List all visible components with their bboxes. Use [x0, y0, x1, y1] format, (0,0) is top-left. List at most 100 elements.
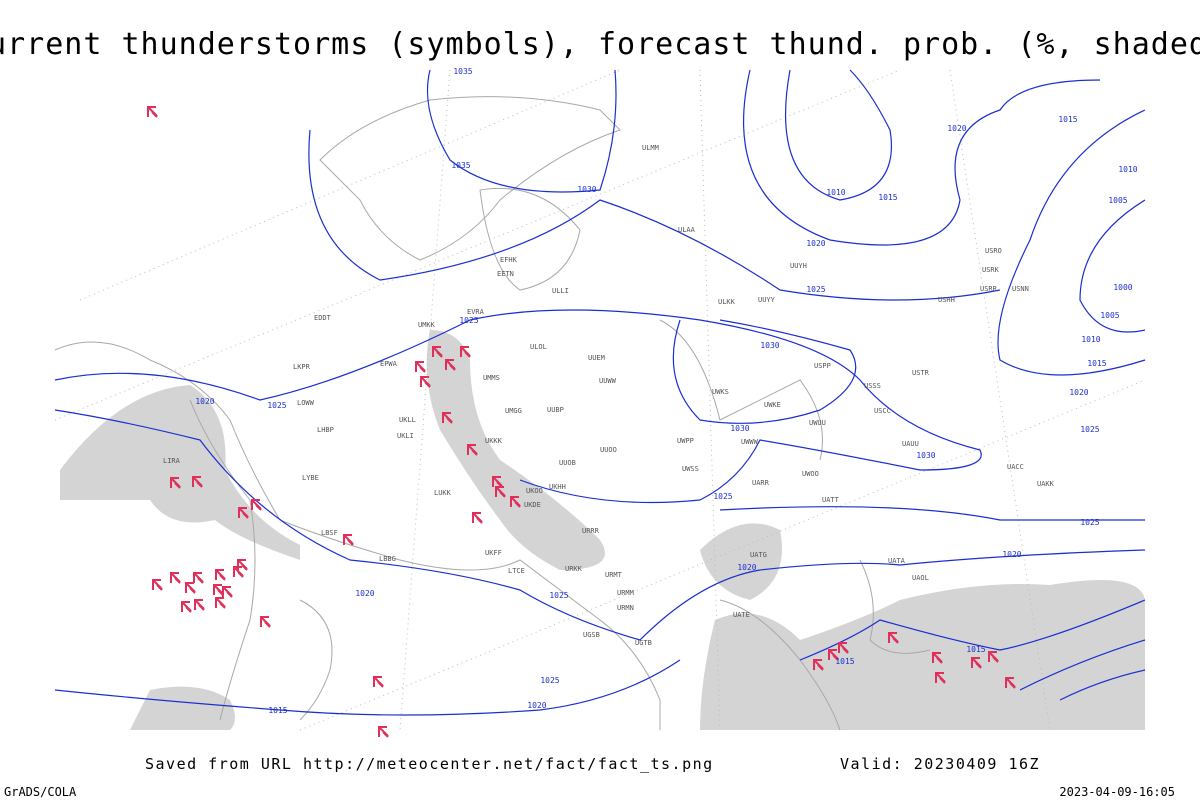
station-label: USRR [980, 285, 998, 293]
station-label: UKKK [485, 437, 503, 445]
thunderstorm-symbol [170, 572, 181, 584]
isobar-label: 1025 [1080, 518, 1099, 527]
isobar-label: 1010 [826, 188, 845, 197]
thunderstorm-symbol [193, 572, 204, 584]
station-label: UUOO [600, 446, 617, 454]
station-label: ULOL [530, 343, 547, 351]
station-label: USNN [1012, 285, 1029, 293]
station-label: USRK [982, 266, 1000, 274]
valid-time: Valid: 20230409 16Z [840, 755, 1040, 773]
station-label: LHBP [317, 426, 334, 434]
station-label: USCC [874, 407, 891, 415]
station-label: UWSS [682, 465, 699, 473]
station-label: UUYH [790, 262, 807, 270]
isobar-label: 1025 [549, 591, 568, 600]
isobar-label: 1020 [947, 124, 966, 133]
station-label: USRO [985, 247, 1002, 255]
station-label: URMM [617, 589, 634, 597]
thunderstorm-symbol [472, 512, 483, 524]
thunderstorm-symbol [813, 659, 824, 671]
thunderstorm-symbol [215, 569, 226, 581]
station-label: UATE [733, 611, 750, 619]
isobar-label: 1015 [1087, 359, 1106, 368]
isobar-label: 1025 [540, 676, 559, 685]
station-label: UUBP [547, 406, 564, 414]
station-label: UWKS [712, 388, 729, 396]
station-label: LUKK [434, 489, 452, 497]
station-label: UARR [752, 479, 770, 487]
station-label: UMGG [505, 407, 522, 415]
station-label: UWOO [802, 470, 819, 478]
timestamp: 2023-04-09-16:05 [1059, 785, 1175, 799]
thunderstorm-symbol [215, 597, 226, 609]
station-label: LTCE [508, 567, 525, 575]
station-label: UKDE [524, 501, 541, 509]
thunderstorm-symbol [222, 586, 233, 598]
station-label: ULKK [718, 298, 736, 306]
thunderstorm-symbol [238, 507, 249, 519]
station-label: UUOB [559, 459, 576, 467]
station-label: EPWA [380, 360, 398, 368]
thunderstorm-symbol [828, 649, 839, 661]
title: Current thunderstorms (symbols), forecas… [0, 27, 1200, 62]
thunderstorm-symbols [147, 106, 1016, 738]
station-label: USSS [864, 382, 881, 390]
isobar-label: 1015 [835, 657, 854, 666]
station-label: EFHK [500, 256, 518, 264]
station-label: URRR [582, 527, 600, 535]
station-label: UWUU [809, 419, 826, 427]
station-label: LYBE [302, 474, 319, 482]
station-label: UUYY [758, 296, 776, 304]
thunderstorm-symbol [971, 657, 982, 669]
source-url: Saved from URL http://meteocenter.net/fa… [145, 755, 714, 773]
station-label: UMKK [418, 321, 436, 329]
thunderstorm-symbol [888, 632, 899, 644]
isobar-label: 1025 [267, 401, 286, 410]
station-label: ULLI [552, 287, 569, 295]
station-label: UAUU [902, 440, 919, 448]
station-label: ULMM [642, 144, 659, 152]
station-label: UMMS [483, 374, 500, 382]
isobar-label: 1015 [1058, 115, 1077, 124]
thunderstorm-symbol [495, 486, 506, 498]
station-label: URMT [605, 571, 623, 579]
thunderstorm-symbol [181, 601, 192, 613]
station-label: UWPP [677, 437, 694, 445]
thunderstorm-symbol [185, 582, 196, 594]
thunderstorm-symbol [378, 726, 389, 738]
station-label: ULAA [678, 226, 696, 234]
station-label: UWKE [764, 401, 781, 409]
station-label: EETN [497, 270, 514, 278]
station-label: UKHH [549, 483, 566, 491]
isobar-label: 1025 [459, 316, 478, 325]
station-label: USTR [912, 369, 930, 377]
map-labels: 1035 1035 1030 1025 1025 1020 1020 1010 1015 1020… [163, 67, 1138, 715]
station-label: UUWW [599, 377, 617, 385]
thunderstorm-symbol [467, 444, 478, 456]
station-label: UATT [822, 496, 840, 504]
station-label: USHH [938, 296, 955, 304]
station-label: LBSF [321, 529, 338, 537]
station-label: EVRA [467, 308, 485, 316]
thunderstorm-symbol [147, 106, 158, 118]
station-label: UATA [888, 557, 906, 565]
isobar-label: 1030 [577, 185, 596, 194]
thunderstorm-symbol [988, 651, 999, 663]
isobar-label: 1015 [268, 706, 287, 715]
thunderstorm-symbol [343, 534, 354, 546]
isobar-label: 1020 [1002, 550, 1021, 559]
isobar-label: 1020 [195, 397, 214, 406]
thunderstorm-symbol [251, 499, 262, 511]
isobar-label: 1015 [878, 193, 897, 202]
isobar-label: 1015 [966, 645, 985, 654]
station-label: UUEM [588, 354, 605, 362]
isobar-label: 1020 [806, 239, 825, 248]
isobar-label: 1010 [1081, 335, 1100, 344]
isobar-label: 1005 [1108, 196, 1127, 205]
station-label: UGTB [635, 639, 652, 647]
station-label: UKOO [526, 487, 543, 495]
graticule [54, 69, 1146, 731]
station-label: UKLI [397, 432, 414, 440]
thunderstorm-symbol [152, 579, 163, 591]
